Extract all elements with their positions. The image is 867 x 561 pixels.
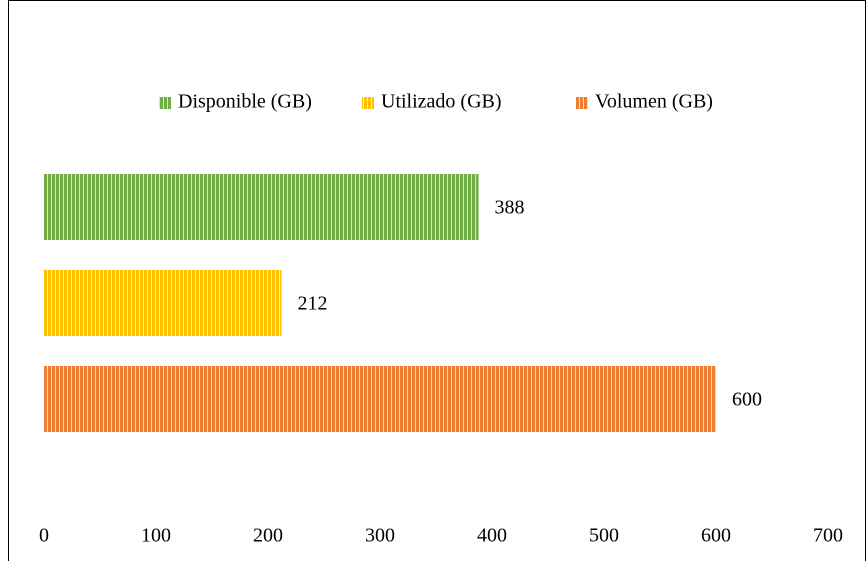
chart-border (8, 0, 866, 561)
legend-label: Volumen (GB) (595, 91, 713, 113)
legend-swatch (576, 97, 588, 109)
bar (44, 174, 479, 240)
bar (44, 270, 282, 336)
x-tick-label: 0 (39, 525, 49, 547)
legend-swatch (362, 97, 374, 109)
x-tick-label: 700 (813, 525, 843, 547)
legend-label: Utilizado (GB) (381, 91, 502, 113)
bar (44, 366, 716, 432)
legend-swatch (159, 97, 171, 109)
x-tick-label: 200 (253, 525, 283, 547)
x-tick-label: 500 (589, 525, 619, 547)
data-label: 212 (297, 293, 327, 315)
x-tick-label: 100 (141, 525, 171, 547)
data-label: 388 (495, 197, 525, 219)
data-label: 600 (732, 389, 762, 411)
x-tick-label: 400 (477, 525, 507, 547)
x-tick-label: 600 (701, 525, 731, 547)
legend-label: Disponible (GB) (178, 91, 312, 113)
x-tick-label: 300 (365, 525, 395, 547)
